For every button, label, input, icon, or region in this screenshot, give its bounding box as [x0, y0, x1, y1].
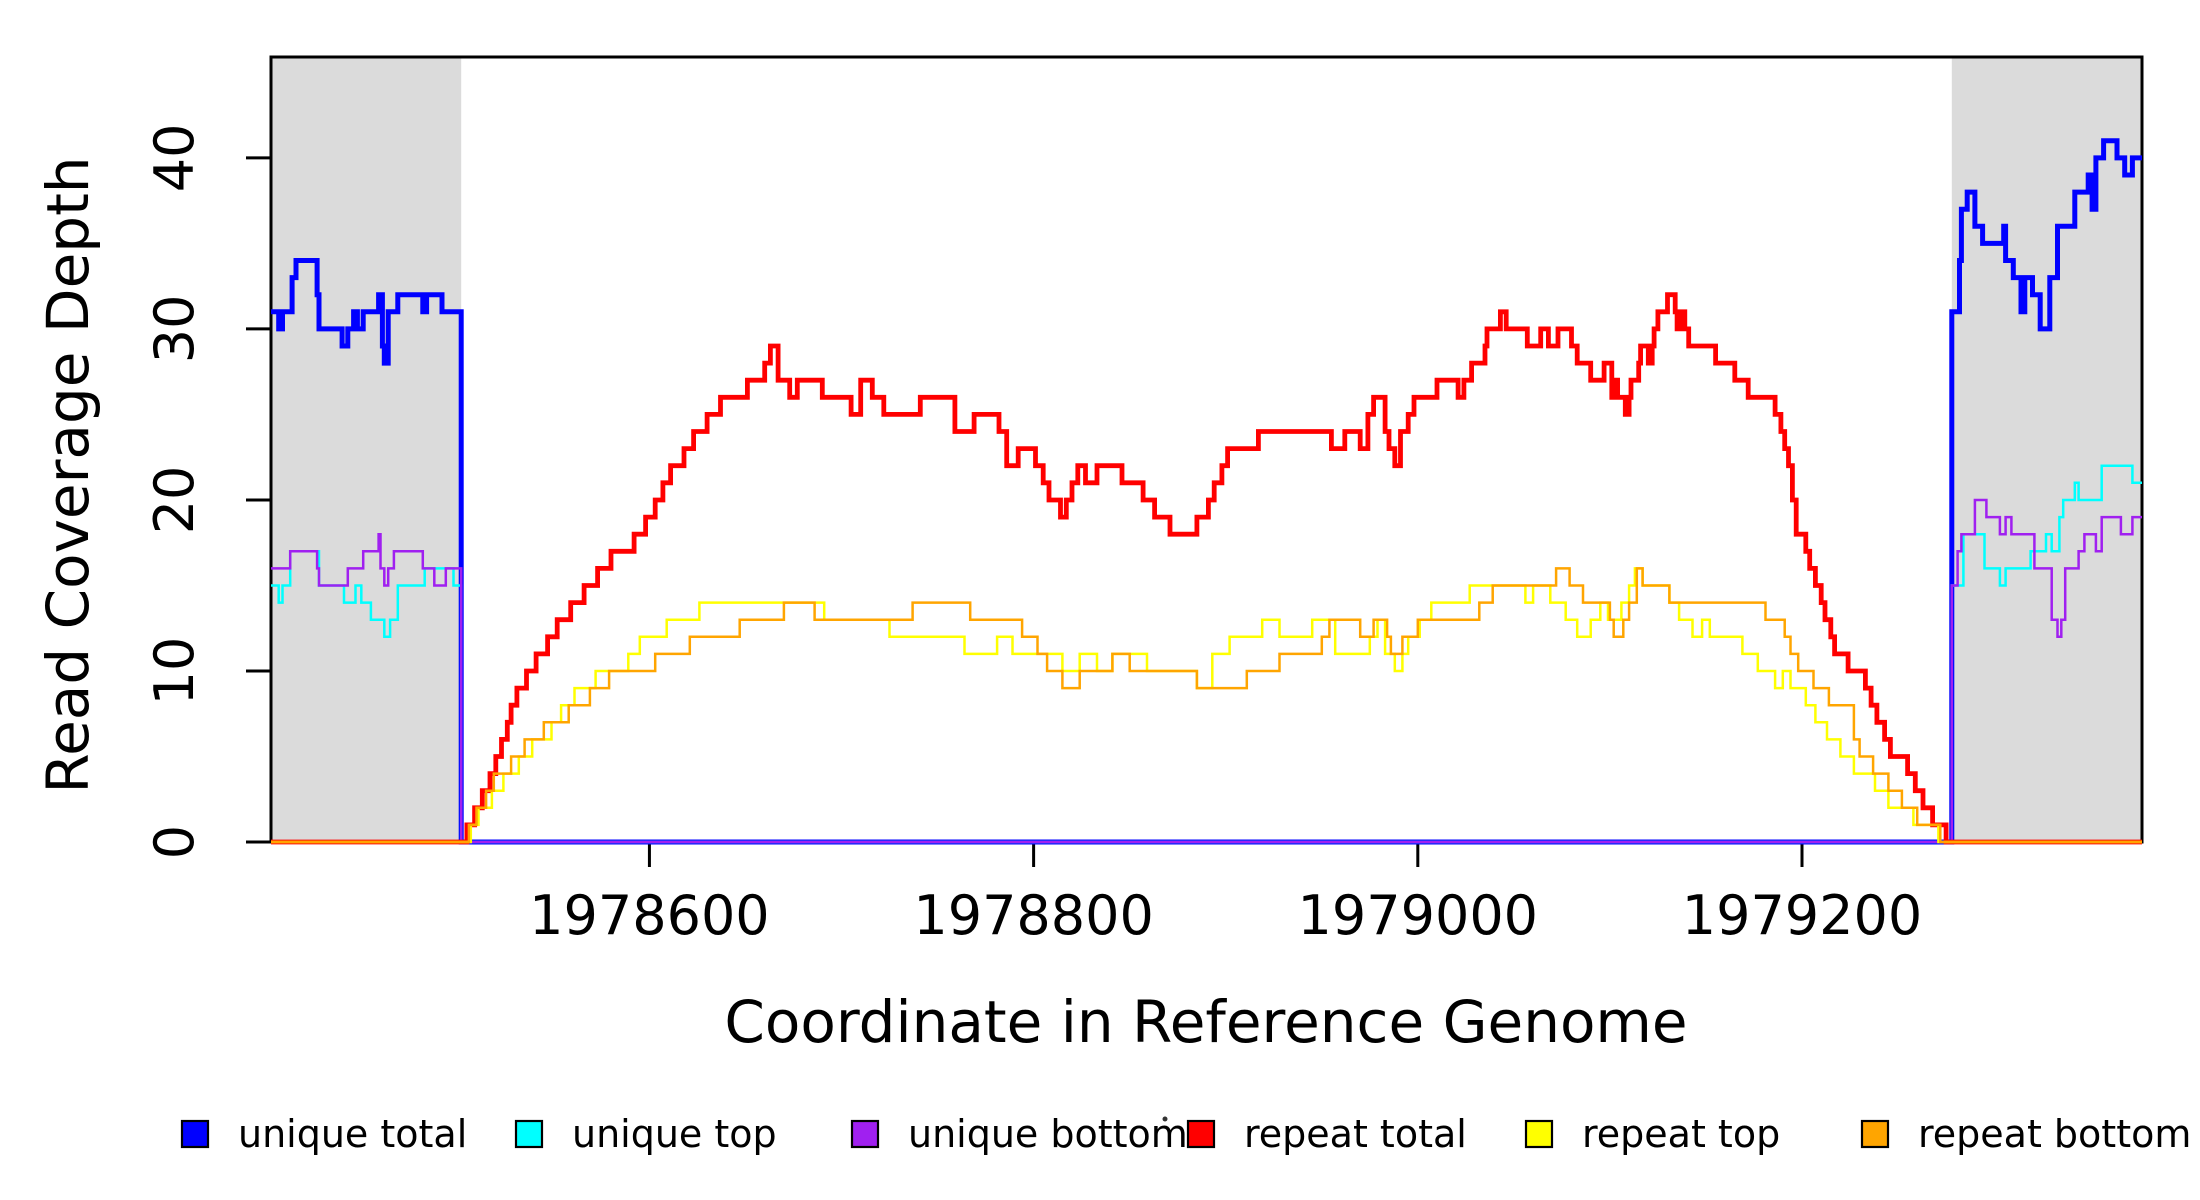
series-unique-top [271, 464, 2142, 844]
legend-swatch [1186, 1119, 1216, 1149]
y-tick-label: 0 [143, 825, 206, 859]
legend-swatch [180, 1119, 210, 1149]
shaded-regions [271, 57, 2142, 842]
x-tick-label: 1978800 [913, 884, 1154, 947]
y-tick-label: 40 [143, 124, 206, 193]
legend-label: unique top [572, 1112, 777, 1156]
x-tick-label: 1978600 [529, 884, 770, 947]
y-tick-label: 20 [143, 466, 206, 535]
unique-flank-left-shading [271, 57, 462, 842]
legend-item-unique-total: unique total [180, 1112, 467, 1156]
series-repeat-top [271, 567, 2142, 844]
legend-label: repeat top [1582, 1112, 1780, 1156]
legend-item-unique-bottom: unique bottom [850, 1112, 1188, 1156]
y-tick-label: 30 [143, 295, 206, 364]
series-unique-total [271, 138, 2142, 845]
unique-flank-right-shading [1951, 57, 2142, 842]
x-axis-title: Coordinate in Reference Genome [724, 988, 1687, 1056]
chart-legend: unique total unique top unique bottom repea… [180, 1112, 2191, 1156]
axis-ticks: 1978600 1978800 1979000 1979200 0 10 20 30 40 [143, 124, 1922, 947]
legend-label: unique total [238, 1112, 467, 1156]
legend-item-repeat-top: repeat top [1524, 1112, 1780, 1156]
legend-swatch [850, 1119, 880, 1149]
stray-mark [1162, 1116, 1168, 1122]
legend-item-repeat-total: repeat total [1186, 1112, 1467, 1156]
legend-swatch [1524, 1119, 1554, 1149]
y-axis-title: Read Coverage Depth [34, 156, 102, 793]
legend-swatch [514, 1119, 544, 1149]
x-tick-label: 1979200 [1682, 884, 1923, 947]
series-repeat-total [271, 292, 2142, 845]
legend-swatch [1860, 1119, 1890, 1149]
series-lines [271, 138, 2142, 845]
legend-label: repeat total [1244, 1112, 1467, 1156]
series-unique-bottom [271, 498, 2142, 844]
y-tick-label: 10 [143, 637, 206, 706]
legend-label: repeat bottom [1918, 1112, 2191, 1156]
series-repeat-bottom [271, 567, 2142, 844]
legend-item-unique-top: unique top [514, 1112, 777, 1156]
legend-item-repeat-bottom: repeat bottom [1860, 1112, 2191, 1156]
x-tick-label: 1979000 [1298, 884, 1539, 947]
legend-label: unique bottom [908, 1112, 1188, 1156]
